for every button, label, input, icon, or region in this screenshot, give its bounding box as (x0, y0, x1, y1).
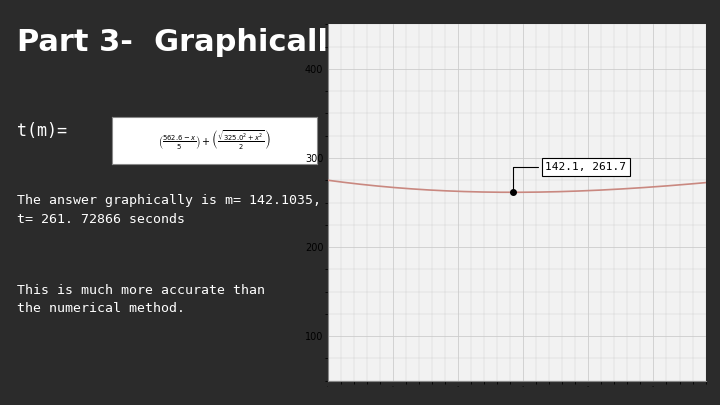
Text: The answer graphically is m= 142.1035,
t= 261. 72866 seconds: The answer graphically is m= 142.1035, t… (17, 194, 320, 226)
Text: t(m)=: t(m)= (17, 122, 66, 139)
Text: This is much more accurate than
the numerical method.: This is much more accurate than the nume… (17, 284, 264, 315)
Text: 142.1, 261.7: 142.1, 261.7 (513, 162, 626, 189)
Text: Part 3-  Graphically: Part 3- Graphically (17, 28, 348, 58)
Text: $\left(\frac{562.6-x}{5}\right)+\left(\frac{\sqrt{325.0^2+x^2}}{2}\right)$: $\left(\frac{562.6-x}{5}\right)+\left(\f… (158, 128, 271, 151)
